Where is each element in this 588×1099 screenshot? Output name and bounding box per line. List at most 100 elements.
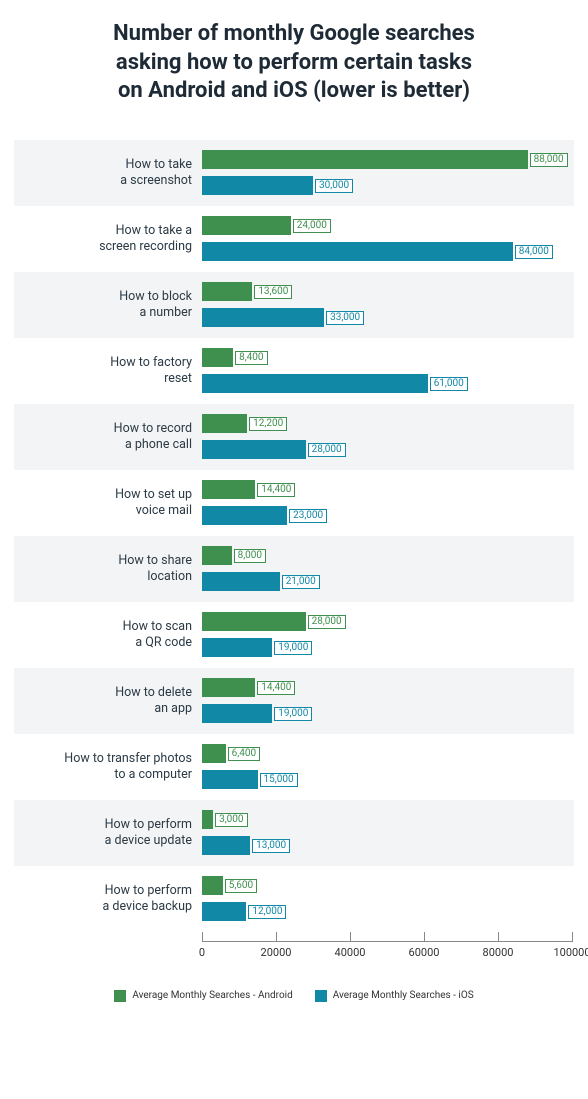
legend-swatch <box>315 990 327 1002</box>
bar-group: 14,400 23,000 <box>202 470 574 536</box>
bar-wrap: 14,400 <box>202 480 574 500</box>
bar <box>202 440 306 459</box>
bar-wrap: 12,200 <box>202 414 574 434</box>
category-label: How to take ascreen recording <box>14 206 202 272</box>
bar <box>202 480 255 499</box>
category-label: How to recorda phone call <box>14 404 202 470</box>
value-label: 84,000 <box>515 245 553 259</box>
axis-tick <box>498 932 499 942</box>
value-label: 14,400 <box>257 681 295 695</box>
bar <box>202 242 513 261</box>
chart-row: How to takea screenshot 88,000 30,000 <box>14 140 574 206</box>
value-label: 88,000 <box>530 153 568 167</box>
bar <box>202 704 272 723</box>
value-label: 30,000 <box>315 179 353 193</box>
category-label: How to performa device backup <box>14 866 202 932</box>
bar <box>202 678 255 697</box>
value-label: 13,000 <box>252 839 290 853</box>
value-label: 19,000 <box>274 641 312 655</box>
value-label: 15,000 <box>260 773 298 787</box>
bar-group: 8,00021,000 <box>202 536 574 602</box>
bar-wrap: 61,000 <box>202 374 574 394</box>
chart-row: How to recorda phone call 12,200 28,000 <box>14 404 574 470</box>
bar <box>202 374 428 393</box>
value-label: 61,000 <box>430 377 468 391</box>
bar <box>202 216 291 235</box>
axis-tick <box>350 932 351 942</box>
chart-row: How to performa device update3,00013,000 <box>14 800 574 866</box>
value-label: 13,600 <box>254 285 292 299</box>
bar-wrap: 14,400 <box>202 678 574 698</box>
bar-wrap: 5,600 <box>202 876 574 896</box>
bar-wrap: 33,000 <box>202 308 574 328</box>
legend-swatch <box>114 990 126 1002</box>
bar-wrap: 28,000 <box>202 612 574 632</box>
chart-row: How to set upvoice mail 14,400 23,000 <box>14 470 574 536</box>
bar <box>202 176 313 195</box>
chart-row: How to performa device backup5,600 12,000 <box>14 866 574 932</box>
bar-group: 5,600 12,000 <box>202 866 574 932</box>
bar <box>202 282 252 301</box>
bar-wrap: 15,000 <box>202 770 574 790</box>
value-label: 24,000 <box>293 219 331 233</box>
legend: Average Monthly Searches - AndroidAverag… <box>14 990 574 1002</box>
bar-wrap: 23,000 <box>202 506 574 526</box>
bar-group: 88,000 30,000 <box>202 140 574 206</box>
category-label: How to deletean app <box>14 668 202 734</box>
bar-group: 12,200 28,000 <box>202 404 574 470</box>
axis-tick-label: 100000 <box>553 946 588 959</box>
value-label: 8,000 <box>234 549 266 563</box>
bar <box>202 572 280 591</box>
chart-row: How to transfer photosto a computer6,400… <box>14 734 574 800</box>
bar-group: 6,400 15,000 <box>202 734 574 800</box>
bar-wrap: 19,000 <box>202 638 574 658</box>
bar-group: 28,000 19,000 <box>202 602 574 668</box>
bar-wrap: 13,600 <box>202 282 574 302</box>
value-label: 12,200 <box>249 417 287 431</box>
bar-wrap: 24,000 <box>202 216 574 236</box>
axis-tick-label: 60000 <box>409 946 440 959</box>
chart-title: Number of monthly Google searchesasking … <box>14 20 574 106</box>
bar <box>202 744 226 763</box>
value-label: 19,000 <box>274 707 312 721</box>
axis-tick <box>424 932 425 942</box>
bar-wrap: 12,000 <box>202 902 574 922</box>
value-label: 28,000 <box>308 443 346 457</box>
bar-wrap: 28,000 <box>202 440 574 460</box>
category-label: How to set upvoice mail <box>14 470 202 536</box>
axis-tick-label: 0 <box>199 946 205 959</box>
value-label: 33,000 <box>326 311 364 325</box>
bar <box>202 770 258 789</box>
bar <box>202 836 250 855</box>
bar <box>202 414 247 433</box>
value-label: 8,400 <box>235 351 267 365</box>
chart-row: How to scana QR code28,000 19,000 <box>14 602 574 668</box>
bar-wrap: 8,400 <box>202 348 574 368</box>
bar-group: 13,600 33,000 <box>202 272 574 338</box>
bar-wrap: 88,000 <box>202 150 574 170</box>
category-label: How to takea screenshot <box>14 140 202 206</box>
axis-tick-label: 80000 <box>483 946 514 959</box>
bar <box>202 150 528 169</box>
bar-group: 14,400 19,000 <box>202 668 574 734</box>
category-label: How to scana QR code <box>14 602 202 668</box>
value-label: 14,400 <box>257 483 295 497</box>
value-label: 3,000 <box>215 813 247 827</box>
category-label: How to sharelocation <box>14 536 202 602</box>
bar-group: 8,400 61,000 <box>202 338 574 404</box>
chart-row: How to take ascreen recording 24,000 84,00… <box>14 206 574 272</box>
axis-tick <box>276 932 277 942</box>
x-axis: 020000400006000080000100000 <box>202 932 572 972</box>
bar <box>202 546 232 565</box>
category-label: How to factoryreset <box>14 338 202 404</box>
bar-wrap: 13,000 <box>202 836 574 856</box>
chart-row: How to sharelocation8,00021,000 <box>14 536 574 602</box>
bar-wrap: 6,400 <box>202 744 574 764</box>
bar-wrap: 3,000 <box>202 810 574 830</box>
axis-tick <box>202 932 203 942</box>
chart-row: How to deletean app 14,400 19,000 <box>14 668 574 734</box>
value-label: 23,000 <box>289 509 327 523</box>
bar-wrap: 19,000 <box>202 704 574 724</box>
legend-label: Average Monthly Searches - iOS <box>333 990 474 1001</box>
bar-wrap: 8,000 <box>202 546 574 566</box>
